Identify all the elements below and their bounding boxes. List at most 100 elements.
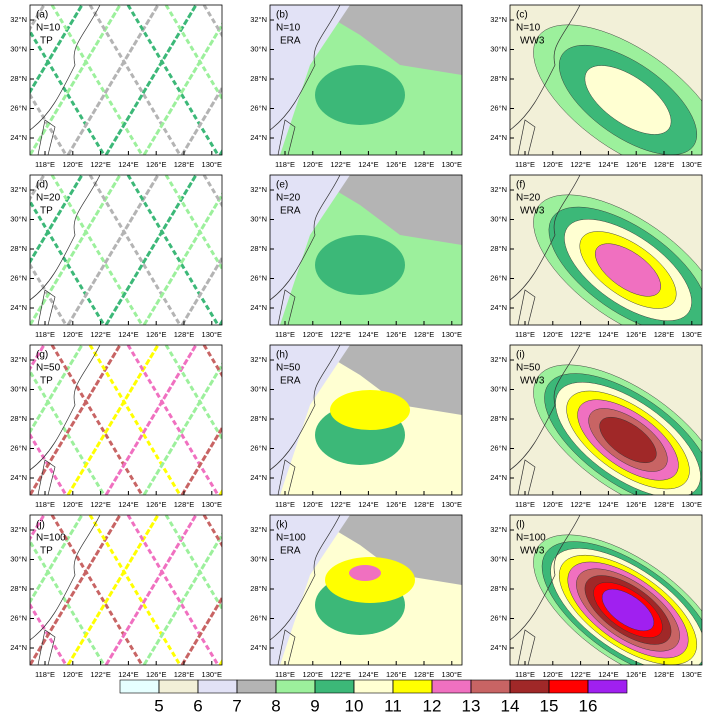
track (88, 5, 182, 155)
lon-tick-label: 124°E (118, 330, 139, 339)
lon-tick-label: 120°E (303, 160, 324, 169)
lat-tick-label: 30°N (490, 554, 507, 563)
track (142, 532, 222, 665)
track (30, 515, 122, 665)
track (66, 175, 160, 325)
track (104, 175, 198, 325)
lon-tick-label: 126°E (386, 330, 407, 339)
lat-tick-label: 28°N (10, 414, 27, 423)
panel-frame (29, 4, 223, 156)
lon-tick-label: 126°E (146, 670, 167, 679)
colorbar-label: 15 (540, 696, 559, 715)
map-panel (0, 5, 222, 155)
sample-size: N=100 (276, 533, 306, 544)
lat-tick-label: 32°N (490, 355, 507, 364)
lon-tick-label: 122°E (90, 330, 111, 339)
track (30, 432, 68, 495)
lat-tick-label: 30°N (250, 44, 267, 53)
panel-label: (h) (276, 350, 288, 361)
track (50, 175, 144, 325)
lat-tick-label: 26°N (490, 103, 507, 112)
lon-tick-label: 118°E (275, 330, 295, 339)
lon-tick-label: 120°E (63, 500, 84, 509)
lat-tick-label: 30°N (10, 214, 27, 223)
track (30, 175, 122, 325)
lon-tick-label: 118°E (515, 500, 535, 509)
map-panel (30, 345, 222, 495)
track (0, 5, 6, 155)
lat-tick-label: 26°N (10, 273, 27, 282)
coastline (30, 515, 101, 665)
lon-tick-label: 128°E (174, 160, 195, 169)
lon-tick-label: 118°E (35, 330, 55, 339)
coastline (270, 175, 341, 325)
lat-tick-label: 24°N (490, 473, 507, 482)
colorbar-box (158, 679, 199, 694)
coastline (30, 175, 101, 325)
lon-tick-label: 124°E (118, 670, 139, 679)
lon-tick-label: 126°E (626, 330, 647, 339)
track (104, 5, 198, 155)
lat-tick-label: 30°N (250, 384, 267, 393)
lon-tick-label: 130°E (202, 160, 223, 169)
lat-tick-label: 26°N (10, 443, 27, 452)
lon-tick-label: 126°E (386, 670, 407, 679)
colorbar-box (353, 679, 394, 694)
track (126, 175, 220, 325)
lon-tick-label: 122°E (570, 160, 591, 169)
panel-frame (509, 4, 703, 156)
map-panel (510, 175, 702, 325)
lat-tick-label: 24°N (250, 133, 267, 142)
lon-tick-label: 128°E (174, 500, 195, 509)
field (349, 565, 381, 581)
track (0, 175, 6, 325)
data-source: TP (40, 36, 53, 47)
panel-label: (k) (276, 520, 288, 531)
data-source: WW3 (520, 546, 545, 557)
field (270, 345, 350, 495)
field (270, 5, 350, 155)
data-source: TP (40, 546, 53, 557)
lon-tick-label: 120°E (303, 670, 324, 679)
lat-tick-label: 32°N (10, 525, 27, 534)
data-source: WW3 (520, 36, 545, 47)
lat-tick-label: 24°N (250, 303, 267, 312)
colorbar-box (392, 679, 433, 694)
coastline (270, 515, 341, 665)
lon-tick-label: 128°E (414, 500, 435, 509)
lat-tick-label: 30°N (490, 44, 507, 53)
lat-tick-label: 30°N (10, 384, 27, 393)
sample-size: N=20 (516, 193, 541, 204)
data-source: ERA (280, 376, 301, 387)
lat-tick-label: 30°N (10, 44, 27, 53)
colorbar-label: 16 (579, 696, 598, 715)
lat-tick-label: 32°N (250, 15, 267, 24)
lon-tick-label: 124°E (598, 670, 619, 679)
lon-tick-label: 120°E (63, 670, 84, 679)
coastline (510, 515, 581, 665)
panel-frame (269, 344, 463, 496)
lat-tick-label: 32°N (250, 355, 267, 364)
lon-tick-label: 120°E (63, 330, 84, 339)
panel-label: (e) (276, 180, 288, 191)
coastline (270, 5, 341, 155)
field (315, 65, 405, 125)
lat-tick-label: 24°N (10, 473, 27, 482)
lon-tick-label: 126°E (386, 500, 407, 509)
colorbar-label: 13 (462, 696, 481, 715)
lon-tick-label: 128°E (414, 330, 435, 339)
colorbar-box (587, 679, 628, 694)
track (30, 262, 68, 325)
lat-tick-label: 30°N (250, 214, 267, 223)
lon-tick-label: 126°E (626, 500, 647, 509)
track (50, 515, 144, 665)
field (595, 243, 661, 297)
field (315, 235, 405, 295)
lat-tick-label: 26°N (490, 613, 507, 622)
lat-tick-label: 28°N (490, 584, 507, 593)
colorbar-label: 12 (423, 696, 442, 715)
lon-tick-label: 118°E (275, 500, 295, 509)
lon-tick-label: 130°E (682, 500, 703, 509)
sample-size: N=50 (276, 363, 301, 374)
lat-tick-label: 28°N (250, 584, 267, 593)
